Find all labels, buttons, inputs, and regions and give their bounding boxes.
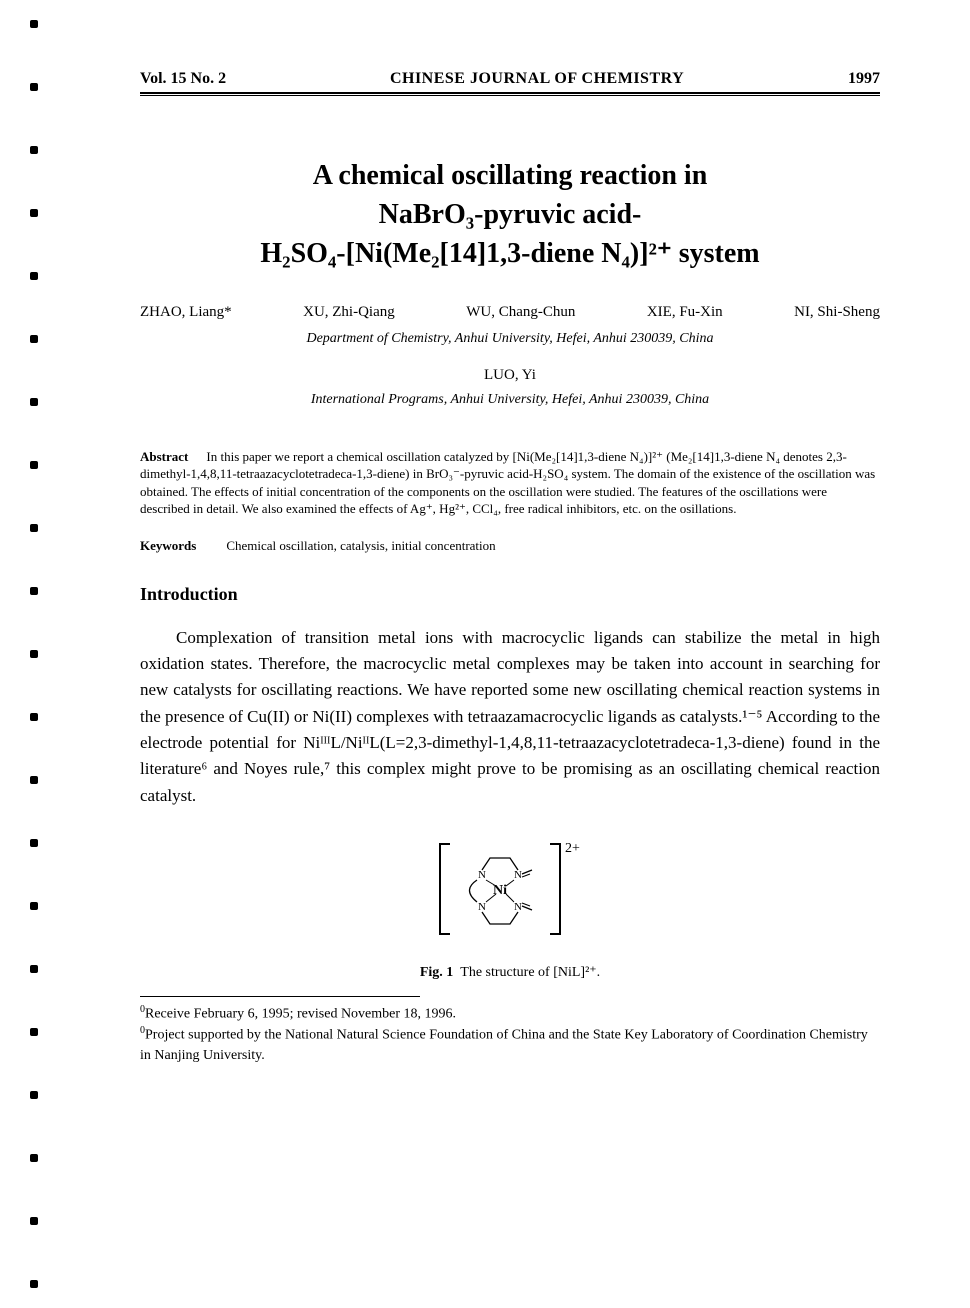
abstract-text: In this paper we report a chemical oscil… <box>140 449 875 517</box>
volume-issue: Vol. 15 No. 2 <box>140 70 226 88</box>
binding-dots <box>30 20 38 1288</box>
author-1: ZHAO, Liang* <box>140 304 232 321</box>
footnote-1: 0Receive February 6, 1995; revised Novem… <box>140 1003 880 1024</box>
title-line-3: H₂SO₄-[Ni(Me₂[14]1,3-diene N₄)]²⁺ system <box>140 234 880 273</box>
structure-diagram-icon: 2+ Ni N N N N <box>430 834 590 944</box>
abstract-label: Abstract <box>140 449 188 464</box>
charge-label: 2+ <box>565 841 580 856</box>
author-4: XIE, Fu-Xin <box>647 304 723 321</box>
keywords: Keywords Chemical oscillation, catalysis,… <box>140 538 880 554</box>
figure-1-caption: Fig. 1 The structure of [NiL]²⁺. <box>140 964 880 981</box>
affiliation-1: Department of Chemistry, Anhui Universit… <box>140 331 880 347</box>
journal-name: CHINESE JOURNAL OF CHEMISTRY <box>390 70 684 88</box>
authors-primary: ZHAO, Liang* XU, Zhi-Qiang WU, Chang-Chu… <box>140 304 880 321</box>
keywords-label: Keywords <box>140 538 196 553</box>
figure-1: 2+ Ni N N N N <box>140 834 880 949</box>
article-title: A chemical oscillating reaction in NaBrO… <box>140 156 880 274</box>
author-3: WU, Chang-Chun <box>466 304 575 321</box>
author-6: LUO, Yi <box>140 367 880 384</box>
svg-text:N: N <box>478 901 486 913</box>
section-introduction: Introduction <box>140 584 880 605</box>
figure-caption-text: The structure of [NiL]²⁺. <box>460 965 600 980</box>
svg-text:N: N <box>514 901 522 913</box>
figure-label: Fig. 1 <box>420 965 453 980</box>
year: 1997 <box>848 70 880 88</box>
affiliation-2: International Programs, Anhui University… <box>140 392 880 408</box>
abstract: AbstractIn this paper we report a chemic… <box>140 448 880 518</box>
footnotes: 0Receive February 6, 1995; revised Novem… <box>140 1003 880 1065</box>
keywords-text: Chemical oscillation, catalysis, initial… <box>226 538 495 553</box>
author-5: NI, Shi-Sheng <box>794 304 880 321</box>
header-rule <box>140 92 880 96</box>
svg-text:N: N <box>514 869 522 881</box>
footnote-rule <box>140 996 420 997</box>
title-line-1: A chemical oscillating reaction in <box>140 156 880 195</box>
footnote-2: 0Project supported by the National Natur… <box>140 1024 880 1065</box>
author-2: XU, Zhi-Qiang <box>303 304 395 321</box>
intro-paragraph: Complexation of transition metal ions wi… <box>140 625 880 809</box>
title-line-2: NaBrO₃-pyruvic acid- <box>140 195 880 234</box>
svg-text:N: N <box>478 869 486 881</box>
page-header: Vol. 15 No. 2 CHINESE JOURNAL OF CHEMIST… <box>140 70 880 88</box>
